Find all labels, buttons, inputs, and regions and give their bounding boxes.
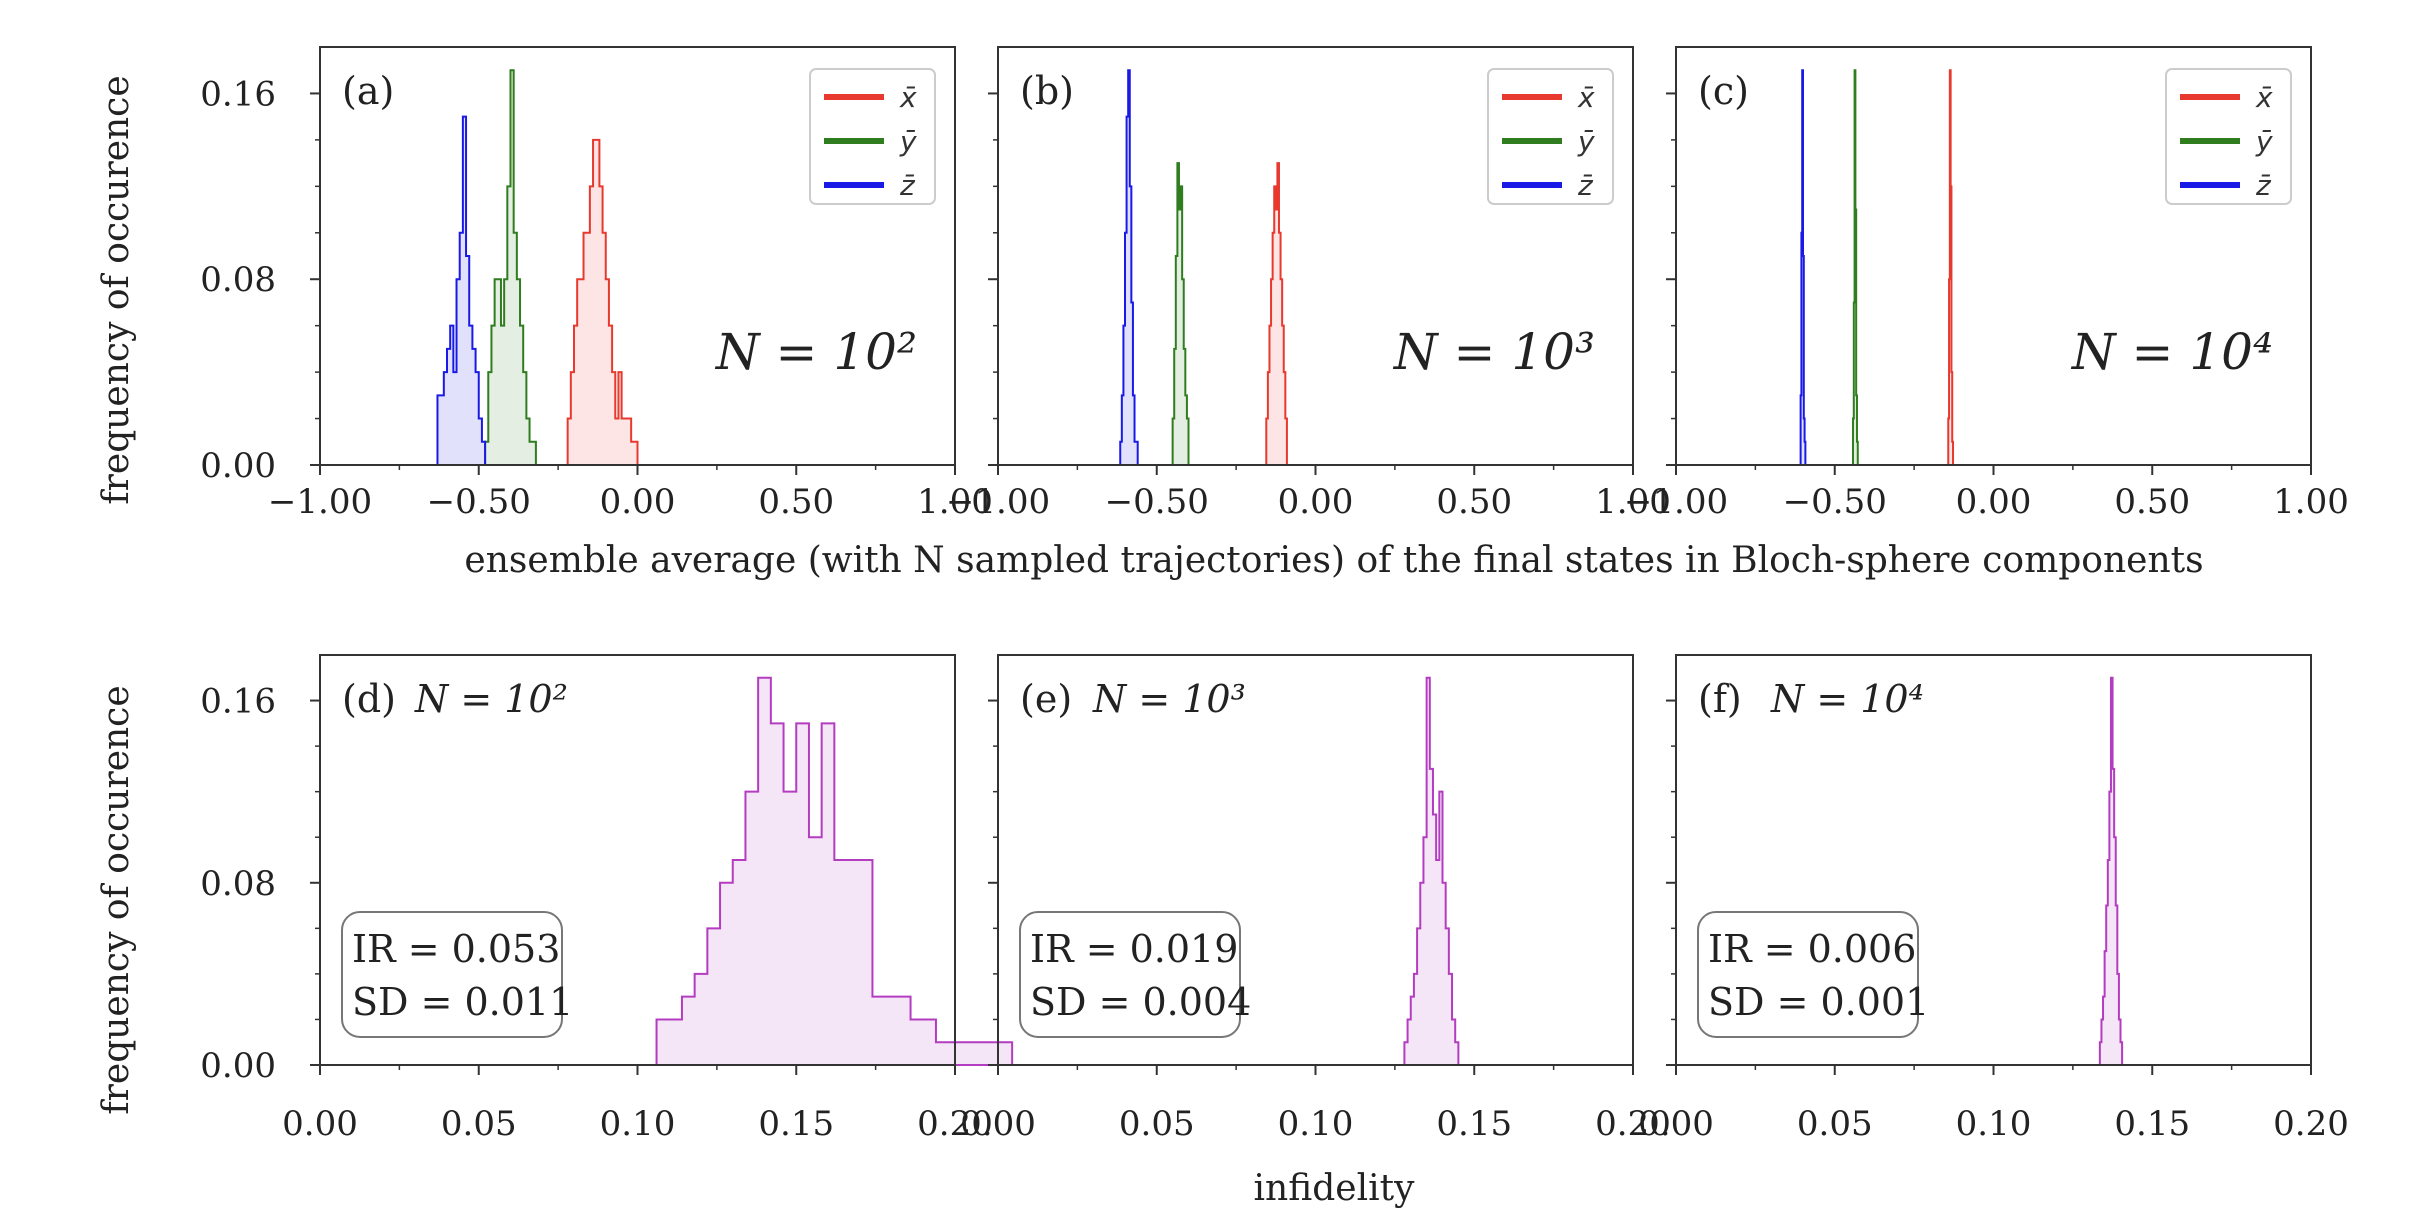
y-tick-label: 0.00 <box>200 1046 276 1086</box>
panel-annotation: N = 10² <box>715 323 917 381</box>
panel-d: 0.00 0.05 0.10 0.15 0.20 0.00 0.08 0.16 (d) N = 1… <box>200 654 1014 1144</box>
x-tick-label: 0.15 <box>758 1104 834 1144</box>
stat-ir: IR = 0.053 <box>352 927 560 971</box>
y-tick-label: 0.08 <box>200 864 276 904</box>
histogram-series-1 <box>1171 162 1190 466</box>
panel-annotation: N = 10⁴ <box>1770 677 1924 721</box>
x-tick-label: 0.10 <box>1956 1104 2032 1144</box>
stats-box <box>1019 911 1241 1038</box>
y-tick-label: 0.08 <box>200 260 276 300</box>
legend-label: ȳ <box>1577 125 1595 158</box>
panel-b: −1.00 −0.50 0.00 0.50 1.00 (b) N = 10³ x̄ ȳ z̄ <box>946 46 1671 522</box>
xlabel-bottom: infidelity <box>1254 1168 1416 1209</box>
x-tick-label: 1.00 <box>2273 482 2349 522</box>
legend-label: ȳ <box>2255 125 2273 158</box>
x-tick-label: 0.00 <box>282 1104 358 1144</box>
y-tick-label: 0.00 <box>200 446 276 486</box>
x-tick-label: 1.00 <box>1595 482 1671 522</box>
panel-annotation: N = 10³ <box>1092 677 1246 721</box>
x-tick-label: −0.50 <box>427 482 531 522</box>
ylabel-bottom: frequency of occurence <box>96 685 137 1114</box>
x-tick-label: 0.50 <box>758 482 834 522</box>
legend-label: z̄ <box>1577 169 1594 202</box>
x-tick-label: −1.00 <box>946 482 1050 522</box>
legend-label: z̄ <box>899 169 916 202</box>
histogram-series-0 <box>1947 69 1955 466</box>
x-tick-label: −0.50 <box>1105 482 1209 522</box>
panel-f: 0.00 0.05 0.10 0.15 0.20 (f) N = 10⁴ IR = 0.006… <box>1638 654 2349 1144</box>
x-tick-label: 0.20 <box>1595 1104 1671 1144</box>
panel-a: −1.00 −0.50 0.00 0.50 1.00 0.00 0.08 0.16 (a) N =… <box>200 46 993 522</box>
panel-label: (e) <box>1020 677 1072 721</box>
histogram-series-0 <box>1265 162 1288 466</box>
panel-label: (a) <box>342 69 394 113</box>
panel-label: (f) <box>1698 677 1742 721</box>
x-tick-label: 0.05 <box>1797 1104 1873 1144</box>
y-tick-label: 0.16 <box>200 682 276 722</box>
y-tick-label: 0.16 <box>200 74 276 114</box>
legend-label: x̄ <box>1577 81 1595 114</box>
xlabel-top: ensemble average (with N sampled traject… <box>464 540 2203 581</box>
x-tick-label: 1.00 <box>917 482 993 522</box>
stats-box <box>1697 911 1919 1038</box>
stat-ir: IR = 0.019 <box>1030 927 1238 971</box>
stats-box <box>341 911 563 1038</box>
histogram-series-0 <box>655 676 1014 1066</box>
x-tick-label: 0.10 <box>600 1104 676 1144</box>
stat-ir: IR = 0.006 <box>1708 927 1916 971</box>
x-tick-label: −1.00 <box>1624 482 1728 522</box>
x-tick-label: 0.05 <box>1119 1104 1195 1144</box>
stat-sd: SD = 0.011 <box>352 980 573 1024</box>
x-tick-label: 0.20 <box>917 1104 993 1144</box>
panel-annotation: N = 10⁴ <box>2071 323 2273 381</box>
x-tick-label: 0.05 <box>441 1104 517 1144</box>
x-tick-label: 0.50 <box>1436 482 1512 522</box>
legend-box <box>2165 68 2292 205</box>
panel-label: (d) <box>342 677 396 721</box>
x-tick-label: 0.00 <box>1278 482 1354 522</box>
legend-label: z̄ <box>2255 169 2272 202</box>
histogram-series-2 <box>436 115 487 466</box>
panel-c: −1.00 −0.50 0.00 0.50 1.00 (c) N = 10⁴ x̄ ȳ z̄ <box>1624 46 2349 522</box>
panel-e: 0.00 0.05 0.10 0.15 0.20 (e) N = 10³ IR = 0.019… <box>960 654 1671 1144</box>
panel-annotation: N = 10³ <box>1393 323 1595 381</box>
histogram-series-0 <box>1403 676 1460 1066</box>
x-tick-label: 0.00 <box>1956 482 2032 522</box>
x-tick-label: −1.00 <box>268 482 372 522</box>
legend-box <box>809 68 936 205</box>
legend-box <box>1487 68 1614 205</box>
x-tick-label: 0.20 <box>2273 1104 2349 1144</box>
x-tick-label: 0.00 <box>1638 1104 1714 1144</box>
histogram-series-0 <box>566 138 639 466</box>
x-tick-label: −0.50 <box>1783 482 1887 522</box>
panel-annotation: N = 10² <box>414 677 568 721</box>
legend-label: ȳ <box>899 125 917 158</box>
histogram-series-1 <box>484 69 537 466</box>
stat-sd: SD = 0.001 <box>1708 980 1929 1024</box>
x-tick-label: 0.15 <box>1436 1104 1512 1144</box>
histogram-series-0 <box>2098 676 2124 1066</box>
ylabel-top: frequency of occurence <box>96 75 137 504</box>
x-tick-label: 0.00 <box>600 482 676 522</box>
histogram-series-2 <box>1119 69 1139 466</box>
x-tick-label: 0.15 <box>2114 1104 2190 1144</box>
histogram-series-1 <box>1852 69 1859 466</box>
legend-label: x̄ <box>2255 81 2273 114</box>
panel-label: (b) <box>1020 69 1074 113</box>
x-tick-label: 0.10 <box>1278 1104 1354 1144</box>
x-tick-label: 0.00 <box>960 1104 1036 1144</box>
histogram-series-2 <box>1799 69 1807 466</box>
stat-sd: SD = 0.004 <box>1030 980 1251 1024</box>
panel-label: (c) <box>1698 69 1749 113</box>
x-tick-label: 0.50 <box>2114 482 2190 522</box>
legend-label: x̄ <box>899 81 917 114</box>
